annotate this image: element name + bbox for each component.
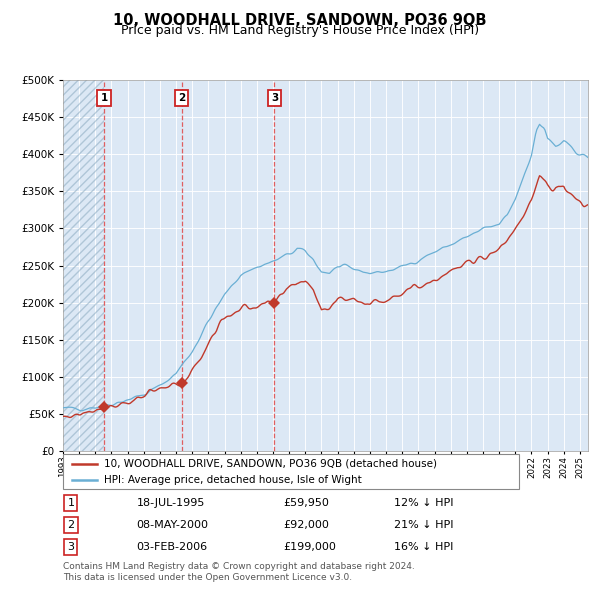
Bar bbox=[63, 80, 104, 451]
FancyBboxPatch shape bbox=[63, 454, 519, 489]
Text: 3: 3 bbox=[67, 542, 74, 552]
Text: 21% ↓ HPI: 21% ↓ HPI bbox=[394, 520, 453, 530]
Text: 10, WOODHALL DRIVE, SANDOWN, PO36 9QB (detached house): 10, WOODHALL DRIVE, SANDOWN, PO36 9QB (d… bbox=[104, 459, 437, 469]
Text: Contains HM Land Registry data © Crown copyright and database right 2024.
This d: Contains HM Land Registry data © Crown c… bbox=[63, 562, 415, 582]
Text: 16% ↓ HPI: 16% ↓ HPI bbox=[394, 542, 453, 552]
Text: £92,000: £92,000 bbox=[284, 520, 329, 530]
Text: 1: 1 bbox=[67, 499, 74, 509]
Text: £59,950: £59,950 bbox=[284, 499, 329, 509]
Text: £199,000: £199,000 bbox=[284, 542, 337, 552]
Text: 3: 3 bbox=[271, 93, 278, 103]
Text: Price paid vs. HM Land Registry's House Price Index (HPI): Price paid vs. HM Land Registry's House … bbox=[121, 24, 479, 37]
Text: 03-FEB-2006: 03-FEB-2006 bbox=[137, 542, 208, 552]
Text: 1: 1 bbox=[100, 93, 107, 103]
Text: HPI: Average price, detached house, Isle of Wight: HPI: Average price, detached house, Isle… bbox=[104, 475, 362, 485]
Text: 2: 2 bbox=[178, 93, 185, 103]
Text: 10, WOODHALL DRIVE, SANDOWN, PO36 9QB: 10, WOODHALL DRIVE, SANDOWN, PO36 9QB bbox=[113, 13, 487, 28]
Text: 12% ↓ HPI: 12% ↓ HPI bbox=[394, 499, 453, 509]
Text: 18-JUL-1995: 18-JUL-1995 bbox=[137, 499, 205, 509]
Text: 08-MAY-2000: 08-MAY-2000 bbox=[137, 520, 209, 530]
Text: 2: 2 bbox=[67, 520, 74, 530]
